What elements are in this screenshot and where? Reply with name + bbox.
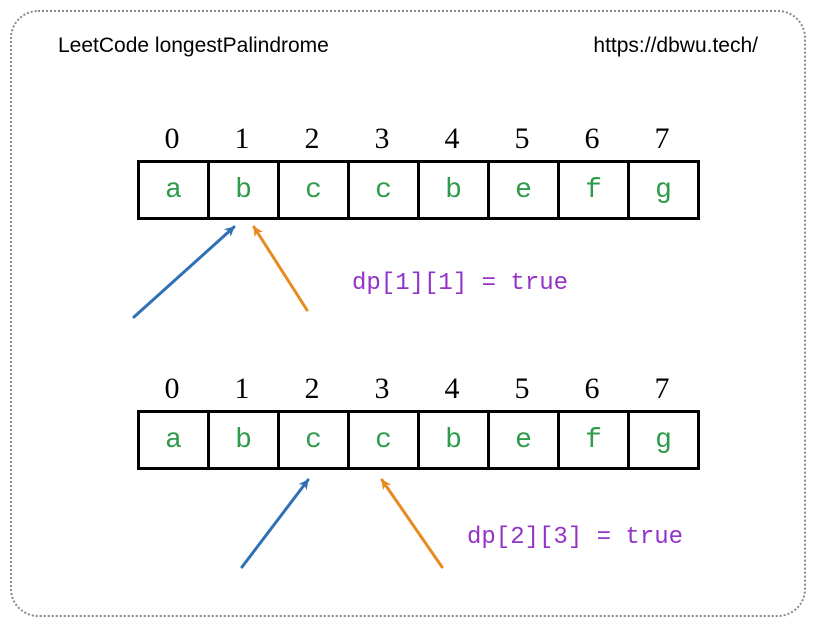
array-cell: b — [210, 160, 280, 220]
index-label: 1 — [207, 122, 277, 156]
index-label: 7 — [627, 122, 697, 156]
array-cell: b — [420, 410, 490, 470]
arrows-layer — [12, 12, 808, 619]
cell-row-2: a b c c b e f g — [137, 410, 700, 470]
cell-row-1: a b c c b e f g — [137, 160, 700, 220]
array-cell: e — [490, 160, 560, 220]
index-label: 4 — [417, 372, 487, 406]
array-block-1: 0 1 2 3 4 5 6 7 a b c c b e f g — [137, 122, 700, 220]
dp-label-2: dp[2][3] = true — [467, 524, 683, 551]
arrow-blue-2 — [242, 480, 308, 567]
array-cell: g — [630, 410, 700, 470]
array-cell: b — [420, 160, 490, 220]
array-cell: f — [560, 410, 630, 470]
index-label: 3 — [347, 372, 417, 406]
index-label: 0 — [137, 372, 207, 406]
title: LeetCode longestPalindrome — [58, 34, 329, 58]
array-cell: b — [210, 410, 280, 470]
diagram-frame: LeetCode longestPalindrome https://dbwu.… — [10, 10, 806, 617]
arrow-orange-2 — [382, 480, 442, 567]
dp-label-1: dp[1][1] = true — [352, 270, 568, 297]
array-cell: c — [350, 160, 420, 220]
index-row-2: 0 1 2 3 4 5 6 7 — [137, 372, 700, 406]
array-cell: g — [630, 160, 700, 220]
index-row-1: 0 1 2 3 4 5 6 7 — [137, 122, 700, 156]
array-cell: a — [140, 410, 210, 470]
header: LeetCode longestPalindrome https://dbwu.… — [12, 34, 804, 58]
array-cell: c — [280, 410, 350, 470]
array-cell: a — [140, 160, 210, 220]
arrow-orange-1 — [254, 227, 307, 310]
array-block-2: 0 1 2 3 4 5 6 7 a b c c b e f g — [137, 372, 700, 470]
index-label: 7 — [627, 372, 697, 406]
index-label: 5 — [487, 372, 557, 406]
index-label: 2 — [277, 122, 347, 156]
index-label: 4 — [417, 122, 487, 156]
index-label: 6 — [557, 122, 627, 156]
array-cell: c — [350, 410, 420, 470]
source-url: https://dbwu.tech/ — [593, 34, 758, 58]
index-label: 2 — [277, 372, 347, 406]
array-cell: f — [560, 160, 630, 220]
array-cell: e — [490, 410, 560, 470]
index-label: 5 — [487, 122, 557, 156]
index-label: 1 — [207, 372, 277, 406]
array-cell: c — [280, 160, 350, 220]
index-label: 3 — [347, 122, 417, 156]
index-label: 6 — [557, 372, 627, 406]
arrow-blue-1 — [134, 227, 234, 317]
index-label: 0 — [137, 122, 207, 156]
